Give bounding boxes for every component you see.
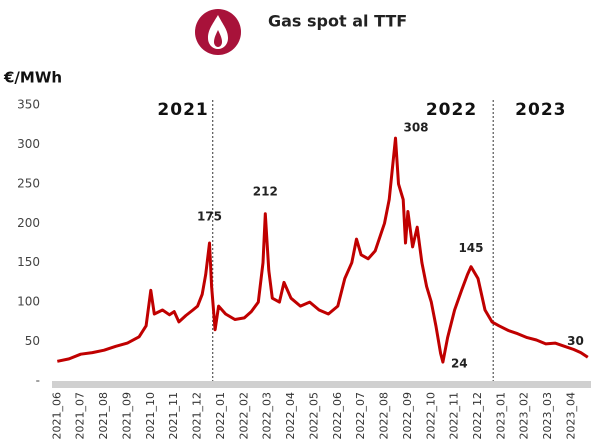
year-label: 2023 <box>515 100 566 120</box>
data-annotation: 175 <box>197 210 222 224</box>
x-tick-label: 2022_09 <box>401 392 414 440</box>
data-annotation: 30 <box>567 334 584 348</box>
x-tick-label: 2022_03 <box>261 392 274 440</box>
x-tick-label: 2021_12 <box>191 392 204 440</box>
axis-band <box>52 381 591 388</box>
x-tick-label: 2023_02 <box>518 392 531 440</box>
x-tick-label: 2022_01 <box>214 392 227 440</box>
logo-flame-inner <box>214 30 222 47</box>
x-tick-label: 2023_04 <box>564 392 577 440</box>
y-tick-label: 250 <box>17 176 40 190</box>
x-tick-label: 2022_05 <box>307 392 320 440</box>
price-line <box>56 136 589 364</box>
x-tick-label: 2022_10 <box>424 392 437 440</box>
y-tick-label: 150 <box>17 255 40 269</box>
x-tick-label: 2022_08 <box>378 392 391 440</box>
x-tick-label: 2022_02 <box>237 392 250 440</box>
x-tick-label: 2021_08 <box>97 392 110 440</box>
y-tick-label: 350 <box>17 98 40 112</box>
x-tick-label: 2022_11 <box>448 392 461 440</box>
data-annotation: 308 <box>403 121 428 135</box>
data-annotation: 212 <box>253 184 278 198</box>
x-tick-label: 2021_10 <box>144 392 157 440</box>
x-tick-label: 2021_07 <box>74 392 87 440</box>
x-tick-label: 2022_06 <box>331 392 344 440</box>
y-tick-label: 200 <box>17 216 40 230</box>
y-tick-label: 50 <box>25 334 40 348</box>
chart-title: Gas spot al TTF <box>268 12 407 31</box>
x-tick-label: 2021_06 <box>50 392 63 440</box>
data-annotation: 145 <box>458 241 483 255</box>
y-tick-label: - <box>36 374 40 388</box>
y-axis-label: €/MWh <box>3 69 62 87</box>
x-tick-label: 2023_03 <box>541 392 554 440</box>
x-tick-label: 2022_07 <box>354 392 367 440</box>
y-tick-label: 100 <box>17 295 40 309</box>
year-label: 2021 <box>157 100 208 120</box>
year-label: 2022 <box>426 100 477 120</box>
x-tick-label: 2021_11 <box>167 392 180 440</box>
data-annotation: 24 <box>451 357 468 371</box>
x-tick-label: 2023_01 <box>494 392 507 440</box>
x-tick-label: 2022_12 <box>471 392 484 440</box>
y-tick-label: 300 <box>17 137 40 151</box>
x-tick-label: 2022_04 <box>284 392 297 440</box>
x-tick-label: 2021_09 <box>120 392 133 440</box>
